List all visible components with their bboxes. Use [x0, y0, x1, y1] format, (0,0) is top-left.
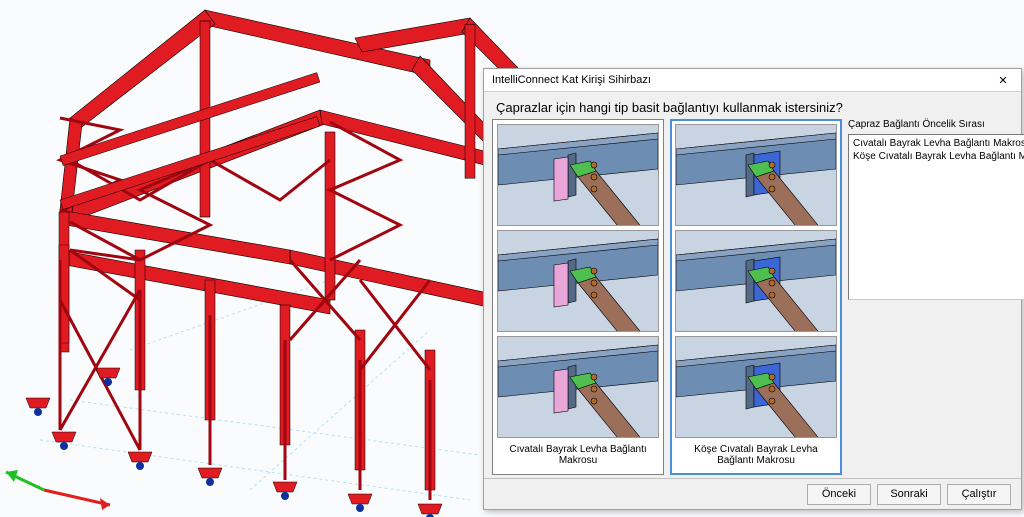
- option-a-thumb-2: [497, 230, 659, 332]
- dialog-titlebar[interactable]: IntelliConnect Kat Kirişi Sihirbazı ✕: [484, 69, 1021, 92]
- priority-list[interactable]: Cıvatalı Bayrak Levha Bağlantı MakrosuKö…: [848, 134, 1024, 300]
- priority-list-label: Çapraz Bağlantı Öncelik Sırası: [848, 119, 1024, 130]
- connection-option-b[interactable]: Köşe Cıvatalı Bayrak Levha Bağlantı Makr…: [670, 119, 842, 475]
- close-icon: ✕: [998, 74, 1007, 87]
- dialog-title: IntelliConnect Kat Kirişi Sihirbazı: [492, 74, 989, 86]
- option-b-thumb-3: [675, 336, 837, 438]
- dialog-footer: Önceki Sonraki Çalıştır: [484, 478, 1021, 509]
- option-b-label: Köşe Cıvatalı Bayrak Levha Bağlantı Makr…: [675, 442, 837, 466]
- priority-panel: Çapraz Bağlantı Öncelik Sırası Cıvatalı …: [848, 119, 1024, 475]
- next-button[interactable]: Sonraki: [877, 484, 941, 505]
- connection-option-a[interactable]: Cıvatalı Bayrak Levha Bağlantı Makrosu: [492, 119, 664, 475]
- axis-triad: [6, 470, 110, 510]
- option-a-label: Cıvatalı Bayrak Levha Bağlantı Makrosu: [497, 442, 659, 466]
- option-b-thumb-2: [675, 230, 837, 332]
- priority-list-item[interactable]: Köşe Cıvatalı Bayrak Levha Bağlantı Makr…: [851, 150, 1024, 163]
- wizard-question: Çaprazlar için hangi tip basit bağlantıy…: [484, 92, 1021, 119]
- priority-list-item[interactable]: Cıvatalı Bayrak Levha Bağlantı Makrosu: [851, 137, 1024, 150]
- close-button[interactable]: ✕: [989, 71, 1017, 89]
- option-a-thumb-1: [497, 124, 659, 226]
- option-b-thumb-1: [675, 124, 837, 226]
- prev-button[interactable]: Önceki: [807, 484, 871, 505]
- run-button[interactable]: Çalıştır: [947, 484, 1011, 505]
- option-a-thumb-3: [497, 336, 659, 438]
- intelliconnect-wizard-dialog: IntelliConnect Kat Kirişi Sihirbazı ✕ Ça…: [483, 68, 1022, 510]
